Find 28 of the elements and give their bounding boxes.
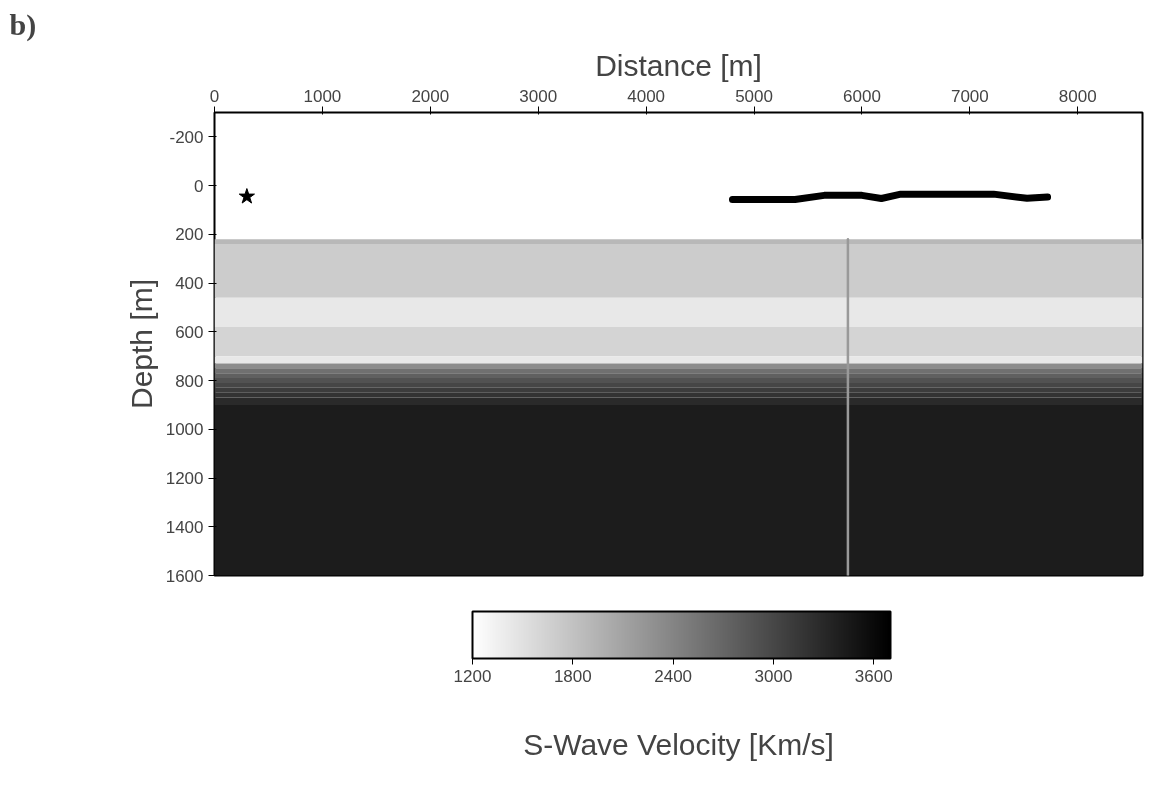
x-tick-label: 6000 <box>843 86 881 106</box>
color-bar-label: 1200 <box>453 666 492 686</box>
y-tick-label: 1000 <box>165 420 204 440</box>
y-tick-label: 200 <box>175 225 204 245</box>
x-tick-label: 2000 <box>411 86 450 106</box>
x-tick-label: 1000 <box>303 86 342 106</box>
x-tick-label: 8000 <box>1058 86 1097 106</box>
color-bar-label: 1800 <box>553 666 592 686</box>
color-bar-title: S-Wave Velocity [Km/s] <box>523 727 834 761</box>
y-tick-label: 800 <box>175 371 204 391</box>
x-tick-label: 3000 <box>519 86 558 106</box>
x-tick-label: 7000 <box>950 86 989 106</box>
x-tick-label: 5000 <box>735 86 773 106</box>
y-tick-label: 1200 <box>165 469 204 489</box>
x-axis-title: Distance [m] <box>595 48 762 82</box>
y-axis-title: Depth [m] <box>124 278 158 410</box>
y-tick-label: 600 <box>175 322 204 342</box>
y-tick-label: 1600 <box>165 566 204 586</box>
x-tick-label: 0 <box>209 86 220 106</box>
y-tick-label: 0 <box>194 176 204 196</box>
y-tick-label: 400 <box>175 274 204 294</box>
chart-title: b) <box>9 7 37 42</box>
color-bar-label: 3600 <box>854 666 893 686</box>
color-bar-label: 3000 <box>754 666 793 686</box>
color-bar-label: 2400 <box>654 666 693 686</box>
y-tick-label: 1400 <box>165 517 204 537</box>
y-tick-label: -200 <box>169 127 204 147</box>
x-tick-label: 4000 <box>627 86 666 106</box>
